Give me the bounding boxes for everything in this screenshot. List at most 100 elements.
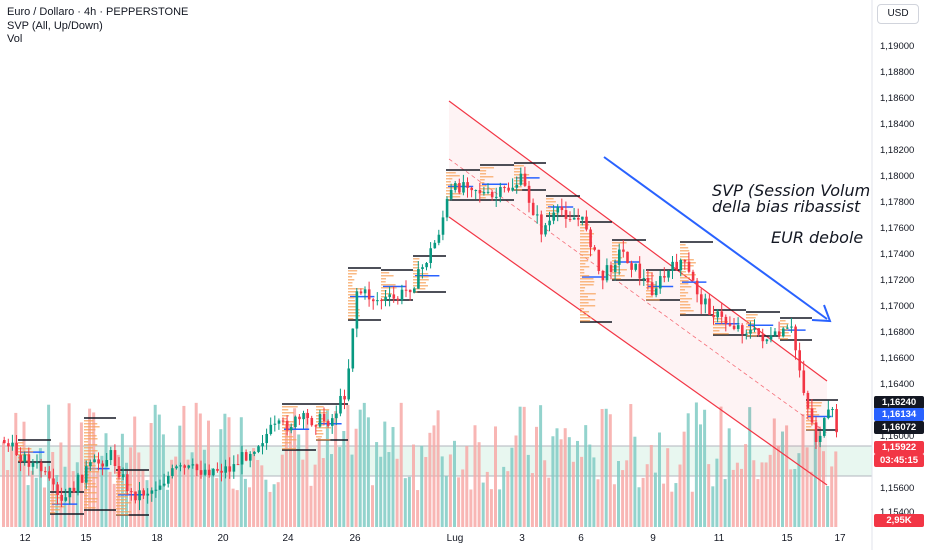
price-tick-label: 1,17600: [880, 223, 915, 234]
volume-bar: [448, 454, 452, 527]
volume-bar: [26, 485, 30, 527]
volume-bar: [744, 444, 748, 527]
profile-bar: [680, 274, 696, 276]
profile-bar: [480, 185, 487, 187]
volume-bar: [473, 425, 477, 527]
profile-bar: [84, 477, 98, 479]
profile-bar: [282, 418, 288, 420]
volume-bar: [149, 423, 153, 527]
volume-bar: [723, 479, 727, 527]
volume-bar: [428, 432, 432, 527]
profile-bar: [381, 278, 386, 280]
candle-body: [585, 216, 588, 230]
profile-bar: [413, 288, 426, 290]
profile-bar: [84, 453, 95, 455]
profile-bar: [746, 314, 758, 316]
indicator-svp-label[interactable]: SVP (All, Up/Down): [7, 19, 103, 32]
volume-bar: [334, 411, 338, 527]
profile-bar: [680, 259, 694, 261]
candle-body: [708, 298, 711, 315]
candle-body: [605, 265, 609, 281]
volume-bar: [457, 477, 461, 527]
profile-bar: [413, 279, 429, 281]
volume-bar: [789, 469, 793, 527]
profile-bar: [348, 303, 358, 305]
profile-bar: [316, 439, 331, 441]
profile-bar: [680, 307, 691, 309]
volume-bar: [612, 484, 616, 527]
candle-body: [679, 260, 683, 271]
profile-bar: [746, 317, 756, 319]
profile-bar: [713, 321, 728, 323]
volume-bar: [567, 437, 571, 527]
profile-bar: [713, 333, 729, 335]
profile-bar: [348, 297, 355, 299]
time-tick-label: 18: [151, 533, 163, 544]
profile-bar: [546, 204, 554, 206]
profile-bar: [580, 230, 585, 232]
volume-bar: [248, 487, 251, 527]
volume-bar: [535, 426, 538, 527]
volume-bar: [63, 466, 67, 527]
volume-bar: [137, 452, 141, 527]
profile-bar: [413, 264, 420, 266]
profile-bar: [348, 312, 360, 314]
profile-bar: [381, 296, 388, 298]
volume-bar: [604, 408, 608, 527]
volume-bar: [120, 433, 124, 527]
price-tick-label: 1,17400: [880, 249, 915, 260]
volume-bar: [752, 460, 756, 527]
profile-bar: [84, 507, 96, 509]
symbol-title[interactable]: Euro / Dollaro · 4h · PEPPERSTONE: [7, 6, 189, 18]
profile-bar: [646, 296, 653, 298]
candle-body: [597, 249, 601, 271]
annotation-line-1: SVP (Session Volum: [712, 181, 871, 200]
candle-body: [757, 328, 760, 335]
price-tick-label: 1,15600: [880, 483, 915, 494]
profile-bar: [84, 501, 97, 503]
profile-bar: [84, 483, 96, 485]
candle-body: [257, 446, 260, 452]
profile-bar: [713, 327, 727, 329]
volume-bar: [272, 484, 276, 527]
volume-bar: [330, 454, 333, 527]
volume-bar: [293, 408, 297, 527]
profile-bar: [580, 245, 589, 247]
profile-bar: [680, 310, 694, 312]
profile-bar: [580, 242, 593, 244]
volume-bar: [51, 452, 55, 527]
candle-body: [376, 300, 379, 302]
profile-bar: [580, 269, 585, 271]
time-tick-label: 24: [282, 533, 294, 544]
candle-body: [158, 485, 162, 490]
candle-body: [798, 350, 801, 371]
profile-bar: [480, 194, 491, 196]
profile-bar: [480, 191, 485, 193]
volume-bar: [776, 445, 780, 527]
volume-bar: [440, 456, 444, 527]
candle-body: [564, 210, 568, 219]
candle-body: [400, 289, 404, 301]
candle-body: [134, 491, 137, 501]
profile-bar: [446, 181, 451, 183]
candle-body: [618, 249, 621, 265]
profile-bar: [50, 500, 57, 502]
candle-body: [298, 416, 301, 420]
profile-bar: [680, 256, 689, 258]
candle-body: [310, 417, 314, 426]
profile-bar: [546, 213, 559, 215]
profile-bar: [50, 503, 63, 505]
candle-body: [48, 471, 51, 479]
candle-body: [802, 370, 806, 393]
volume-bar: [633, 436, 637, 527]
profile-bar: [413, 258, 420, 260]
indicator-vol-label[interactable]: Vol: [7, 33, 23, 45]
volume-bar: [252, 448, 256, 527]
volume-bar: [432, 425, 436, 527]
profile-bar: [84, 426, 100, 428]
price-tick-label: 1,19000: [880, 41, 915, 52]
currency-button[interactable]: USD: [877, 4, 919, 24]
candle-body: [195, 464, 199, 471]
volume-bar: [502, 466, 506, 527]
